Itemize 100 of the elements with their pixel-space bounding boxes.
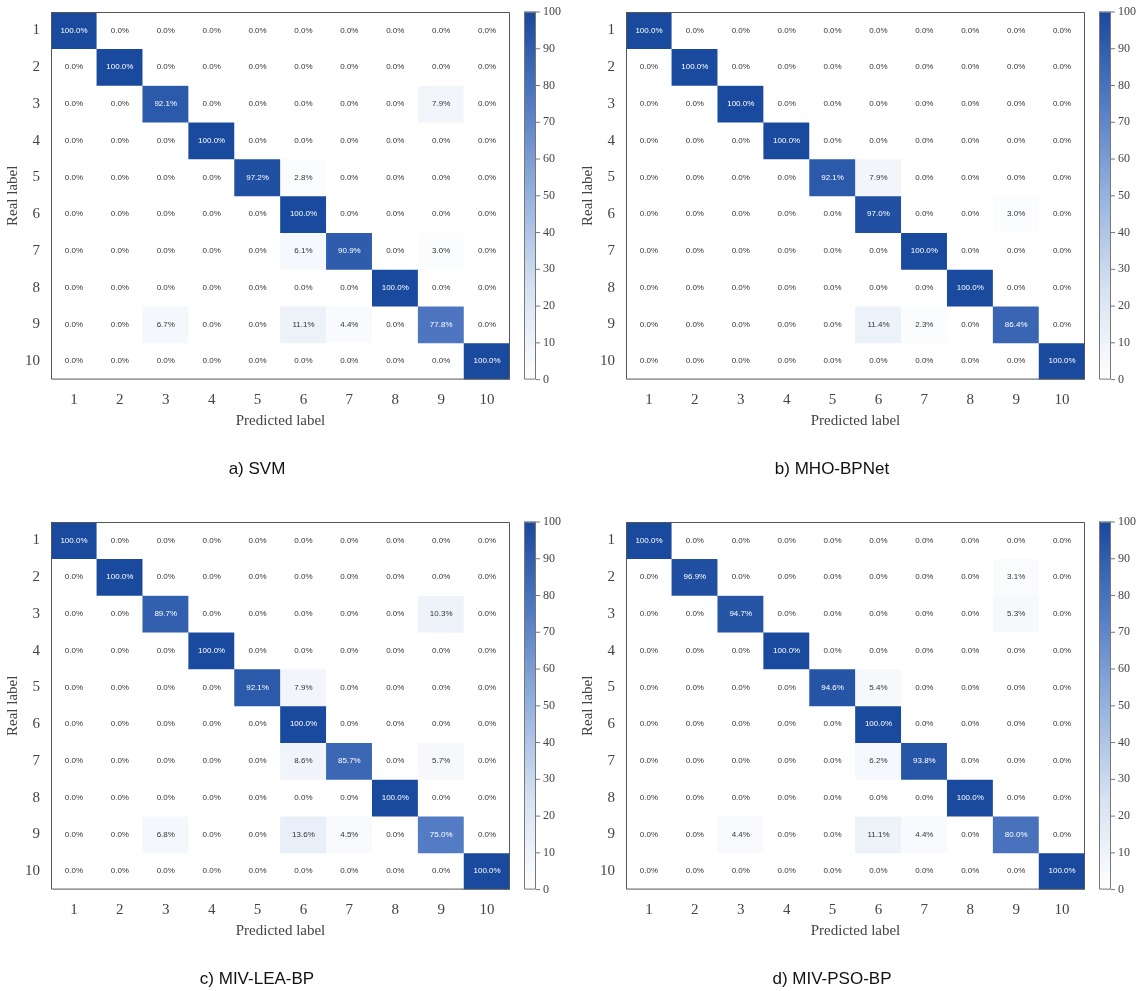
- data-label: 0.0%: [1052, 172, 1072, 182]
- data-label: 0.0%: [432, 535, 451, 545]
- data-label: 0.0%: [64, 99, 84, 109]
- data-label: 4.5%: [340, 829, 359, 839]
- data-label: 4.4%: [731, 829, 750, 839]
- x-tick-label: 8: [966, 900, 974, 917]
- data-label: 0.0%: [477, 99, 497, 109]
- data-label: 0.0%: [915, 25, 934, 35]
- data-label: 0.0%: [340, 609, 359, 619]
- y-tick-label: 5: [32, 678, 40, 695]
- data-label: 0.0%: [1052, 719, 1072, 729]
- data-label: 0.0%: [1007, 282, 1026, 292]
- y-tick-label: 5: [32, 168, 40, 185]
- data-label: 100.0%: [727, 99, 755, 109]
- data-label: 0.0%: [386, 172, 405, 182]
- data-label: 0.0%: [823, 719, 842, 729]
- data-label: 100.0%: [106, 62, 134, 72]
- data-label: 0.0%: [685, 246, 704, 256]
- x-tick-label: 6: [299, 900, 308, 917]
- y-tick-label: 4: [607, 641, 616, 658]
- data-label: 0.0%: [1052, 282, 1072, 292]
- data-label: 100.0%: [773, 135, 801, 145]
- data-label: 0.0%: [340, 866, 359, 876]
- color-bar-label: 60: [1118, 661, 1130, 676]
- data-label: 0.0%: [386, 572, 405, 582]
- color-bar-label: 0: [1118, 371, 1124, 386]
- data-label: 0.0%: [731, 535, 750, 545]
- data-label: 6.8%: [156, 829, 175, 839]
- data-label: 0.0%: [961, 829, 980, 839]
- x-axis-title: Predicted label: [810, 411, 901, 428]
- data-label: 0.0%: [64, 356, 84, 366]
- data-label: 4.4%: [340, 319, 359, 329]
- data-label: 0.0%: [823, 209, 842, 219]
- data-label: 0.0%: [477, 172, 497, 182]
- data-label: 0.0%: [294, 356, 313, 366]
- color-bar-label: 90: [543, 40, 555, 55]
- data-label: 0.0%: [64, 209, 84, 219]
- data-label: 0.0%: [731, 135, 750, 145]
- data-label: 0.0%: [639, 645, 659, 655]
- data-label: 0.0%: [386, 62, 405, 72]
- color-bar-label: 80: [1118, 77, 1130, 92]
- y-tick-label: 6: [32, 715, 41, 732]
- y-tick-label: 3: [32, 604, 40, 621]
- data-label: 0.0%: [202, 829, 221, 839]
- y-tick-label: 3: [607, 604, 615, 621]
- x-axis-title: Predicted label: [235, 921, 326, 938]
- color-bar-label: 70: [543, 114, 555, 129]
- data-label: 0.0%: [340, 62, 359, 72]
- data-label: 0.0%: [248, 99, 267, 109]
- y-tick-label: 3: [607, 94, 615, 111]
- data-label: 0.0%: [639, 572, 659, 582]
- data-label: 0.0%: [731, 645, 750, 655]
- color-bar-label: 20: [543, 808, 555, 823]
- data-label: 80.0%: [1004, 829, 1028, 839]
- data-label: 100.0%: [198, 135, 226, 145]
- x-tick-label: 4: [782, 900, 791, 917]
- data-label: 0.0%: [685, 172, 704, 182]
- data-label: 0.0%: [731, 25, 750, 35]
- color-bar-label: 40: [543, 224, 555, 239]
- y-tick-label: 1: [607, 21, 615, 38]
- x-tick-label: 4: [207, 390, 216, 407]
- data-label: 3.0%: [1007, 209, 1026, 219]
- y-tick-label: 6: [607, 205, 616, 222]
- data-label: 90.9%: [338, 246, 361, 256]
- data-label: 0.0%: [961, 609, 980, 619]
- x-tick-label: 3: [162, 900, 170, 917]
- data-label: 0.0%: [248, 645, 267, 655]
- data-label: 0.0%: [110, 866, 129, 876]
- x-tick-label: 9: [437, 390, 445, 407]
- data-label: 0.0%: [294, 99, 313, 109]
- data-label: 0.0%: [386, 135, 405, 145]
- data-label: 100.0%: [1048, 356, 1076, 366]
- data-label: 0.0%: [1052, 829, 1072, 839]
- data-label: 0.0%: [340, 282, 359, 292]
- data-label: 0.0%: [64, 866, 84, 876]
- data-label: 0.0%: [915, 99, 934, 109]
- data-label: 0.0%: [294, 25, 313, 35]
- data-label: 0.0%: [477, 572, 497, 582]
- y-tick-label: 7: [607, 751, 616, 768]
- data-label: 0.0%: [777, 356, 796, 366]
- data-label: 0.0%: [869, 645, 888, 655]
- data-label: 4.4%: [915, 829, 934, 839]
- data-label: 0.0%: [685, 792, 704, 802]
- x-tick-label: 2: [691, 900, 699, 917]
- data-label: 100.0%: [289, 719, 318, 729]
- data-label: 0.0%: [777, 682, 796, 692]
- data-label: 0.0%: [823, 62, 842, 72]
- x-tick-label: 10: [1054, 390, 1070, 407]
- x-tick-label: 1: [645, 900, 653, 917]
- data-label: 0.0%: [386, 682, 405, 692]
- x-tick-label: 2: [116, 390, 124, 407]
- data-label: 0.0%: [961, 246, 980, 256]
- data-label: 0.0%: [110, 829, 129, 839]
- data-label: 0.0%: [202, 246, 221, 256]
- data-label: 0.0%: [477, 792, 497, 802]
- data-label: 0.0%: [248, 25, 267, 35]
- data-label: 100.0%: [635, 535, 663, 545]
- data-label: 97.0%: [867, 209, 890, 219]
- data-label: 2.3%: [915, 319, 934, 329]
- x-axis-title: Predicted label: [235, 411, 326, 428]
